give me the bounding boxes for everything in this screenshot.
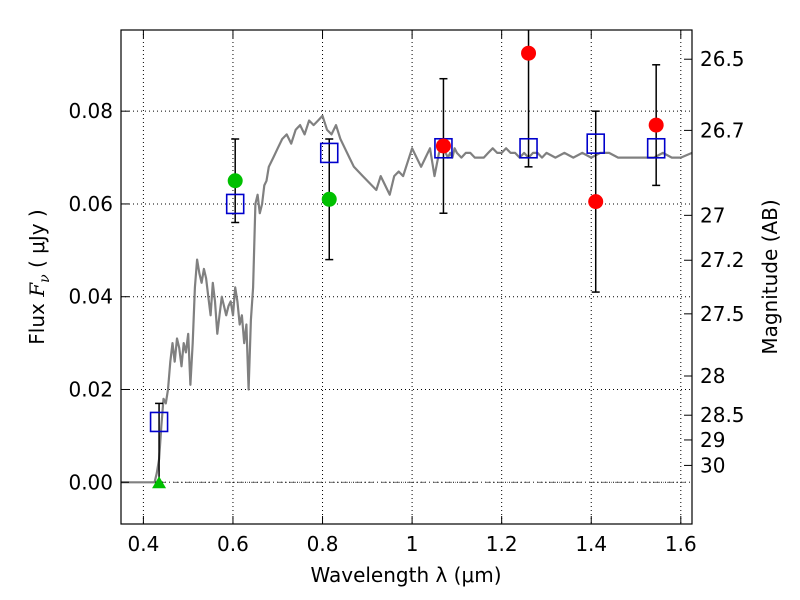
green-data-point [321, 191, 337, 207]
red-data-point [648, 117, 664, 133]
x-tick-label: 1.4 [575, 532, 607, 556]
red-data-point [435, 138, 451, 154]
y-axis-label: Flux Fν ( μJy ) [25, 209, 53, 344]
y-tick-label: 0.04 [68, 285, 113, 309]
spectrum-line [121, 114, 693, 484]
model-photometry-marker [319, 142, 339, 164]
y2-tick-label: 26.7 [700, 118, 745, 142]
y2-tick-label: 27 [700, 203, 725, 227]
y2-tick-label: 28 [700, 364, 725, 388]
model-photometry-marker [225, 193, 245, 215]
marker-layer [149, 45, 666, 489]
y-tick-label: 0.08 [68, 99, 113, 123]
y2-tick-label: 26.5 [700, 47, 745, 71]
red-data-point [521, 45, 537, 61]
model-photometry-marker [149, 411, 169, 433]
y-axis-label-subscript: ν [37, 274, 53, 283]
plot-frame [120, 29, 693, 525]
model-photometry-marker [586, 133, 606, 154]
y2-tick-label: 29 [700, 428, 725, 452]
model-photometry-marker [519, 137, 538, 159]
x-tick-label: 0.6 [217, 532, 249, 556]
x-tick-label: 0.8 [307, 532, 339, 556]
y-tick-label: 0.00 [68, 470, 113, 494]
x-tick-label: 0.4 [127, 532, 159, 556]
y-tick-label: 0.06 [68, 192, 113, 216]
y2-tick-label: 30 [700, 453, 725, 477]
y2-tick-label: 28.5 [700, 403, 745, 427]
y-axis-label-symbol: F [25, 282, 49, 298]
upper-limit-marker [152, 476, 167, 489]
y-axis-label-units: ( μJy ) [25, 209, 49, 274]
y2-tick-label: 27.2 [700, 248, 745, 272]
x-tick-label: 1 [406, 532, 419, 556]
red-data-point [588, 194, 604, 210]
y-tick-label: 0.02 [68, 377, 113, 401]
green-data-point [227, 173, 243, 189]
x-tick-label: 1.2 [486, 532, 518, 556]
model-photometry-marker [646, 137, 666, 159]
errorbar-layer [155, 30, 661, 484]
spectrum-layer [121, 114, 693, 484]
x-axis-label: Wavelength λ (μm) [310, 563, 501, 587]
y2-tick-label: 27.5 [700, 302, 745, 326]
y-axis-label-prefix: Flux [25, 297, 49, 345]
tick-layer: 0.4 0.6 0.8 1 1.2 1.4 1.6 0.00 0.02 0.04 0.06 0.08 2… [68, 30, 745, 556]
y2-axis-label: Magnitude (AB) [758, 199, 782, 354]
x-tick-label: 1.6 [665, 532, 697, 556]
